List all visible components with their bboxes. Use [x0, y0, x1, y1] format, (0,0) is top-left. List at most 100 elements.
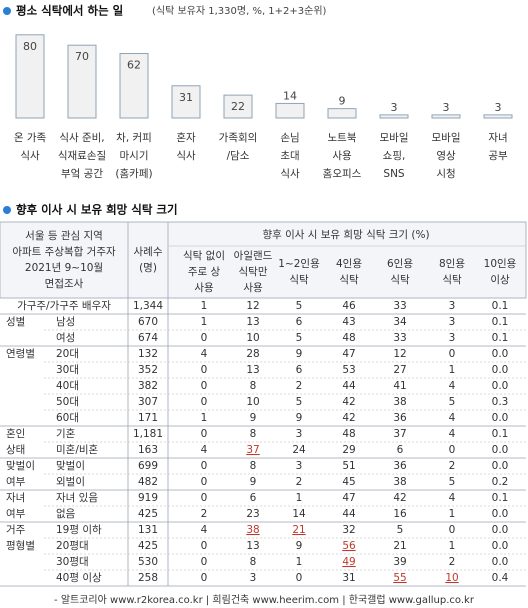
cell: 2	[449, 556, 456, 568]
cell: 55	[393, 572, 406, 584]
bar	[119, 53, 149, 119]
cell: 31	[342, 572, 355, 584]
cell: 0.0	[492, 524, 509, 536]
cell: 12	[393, 348, 406, 360]
cell: 1	[296, 556, 303, 568]
x-tick-label: 초대	[280, 150, 299, 162]
cell: 32	[342, 524, 355, 536]
cell: 27	[393, 364, 406, 376]
cell: 9	[296, 540, 303, 552]
column-header: 10인용	[484, 258, 517, 270]
cell: 5	[449, 476, 456, 488]
x-tick-label: 식사	[20, 150, 40, 162]
x-tick-label: 온 가족	[14, 132, 47, 144]
cell: 0.4	[492, 572, 509, 584]
cell: 44	[342, 380, 356, 392]
bar	[67, 44, 97, 119]
cell: 51	[342, 460, 355, 472]
cell: 352	[138, 364, 158, 376]
value-label: 31	[179, 91, 193, 104]
cell: 0	[201, 380, 208, 392]
group-label: 맞벌이	[6, 460, 35, 472]
cell: 5	[449, 396, 456, 408]
cell: 3	[250, 572, 257, 584]
cell: 1	[449, 540, 456, 552]
cell: 1,181	[133, 428, 163, 440]
column-header: 이상	[490, 274, 510, 286]
cell: 6	[250, 492, 257, 504]
cell: 4	[449, 492, 456, 504]
cell: 28	[246, 348, 259, 360]
cell: 38	[393, 476, 406, 488]
group-label: 성별	[6, 316, 25, 328]
value-label: 3	[443, 101, 450, 114]
cell: 382	[138, 380, 158, 392]
bar	[431, 114, 461, 119]
group-label: 여부	[6, 476, 26, 488]
cell: 36	[393, 460, 407, 472]
cell: 49	[342, 556, 355, 568]
column-header: 4인용	[336, 258, 362, 270]
cell: 12	[246, 300, 259, 312]
row-label: 남성	[56, 316, 75, 328]
bar	[223, 94, 253, 119]
row-label: 30평대	[56, 556, 89, 568]
cell: 0.0	[492, 348, 509, 360]
cell: 47	[342, 492, 355, 504]
row-label: 여성	[56, 332, 75, 344]
cell: 0	[449, 524, 456, 536]
cell: 9	[296, 412, 303, 424]
x-tick-label: 공부	[488, 150, 508, 162]
cell: 10	[445, 572, 458, 584]
cell: 0	[201, 428, 208, 440]
cell: 0	[201, 460, 208, 472]
cell: 0.0	[492, 364, 509, 376]
column-header: (명)	[139, 262, 157, 274]
value-label: 3	[495, 101, 502, 114]
corner-label: 2021년 9~10월	[25, 262, 103, 274]
row-label: 30대	[56, 364, 79, 376]
group-header: 향후 이사 시 보유 희망 식탁 크기 (%)	[262, 229, 429, 241]
x-tick-label: 영상	[436, 150, 456, 162]
column-header: 식탁 없이	[183, 249, 225, 262]
cell: 3	[449, 332, 456, 344]
group-label: 상태	[6, 444, 25, 456]
cell: 132	[138, 348, 158, 360]
cell: 48	[342, 428, 355, 440]
bullet	[3, 206, 11, 214]
value-label: 62	[127, 59, 141, 72]
cell: 0.0	[492, 556, 509, 568]
bar	[379, 114, 409, 119]
cell: 10	[246, 396, 259, 408]
cell: 5	[296, 332, 303, 344]
cell: 4	[449, 380, 456, 392]
cell: 4	[449, 412, 456, 424]
x-tick-label: 식재료손질	[58, 150, 106, 162]
bullet	[3, 7, 11, 15]
x-tick-label: 자녀	[488, 132, 507, 144]
corner-label: 서울 등 관심 지역	[25, 230, 103, 242]
cell: 8	[250, 380, 257, 392]
row-label: 40대	[56, 380, 79, 392]
bar	[275, 102, 305, 119]
x-tick-label: 쇼핑,	[383, 150, 406, 162]
cell: 13	[246, 540, 259, 552]
cell: 0	[201, 476, 208, 488]
cell: 2	[296, 380, 303, 392]
cell: 0.0	[492, 380, 509, 392]
cell: 0	[201, 540, 208, 552]
cell: 33	[393, 300, 406, 312]
cell: 38	[246, 524, 259, 536]
row-label: 미혼/비혼	[56, 443, 99, 456]
cell: 0	[201, 492, 208, 504]
cell: 5	[296, 396, 303, 408]
cell: 42	[342, 412, 355, 424]
column-header: 사용	[194, 282, 214, 294]
cell: 34	[393, 316, 407, 328]
x-tick-label: 식사	[280, 168, 300, 180]
cell: 6	[397, 444, 404, 456]
cell: 670	[138, 316, 158, 328]
column-header: 사례수	[134, 246, 163, 258]
cell: 530	[138, 556, 158, 568]
column-header: 1~2인용	[278, 258, 320, 270]
